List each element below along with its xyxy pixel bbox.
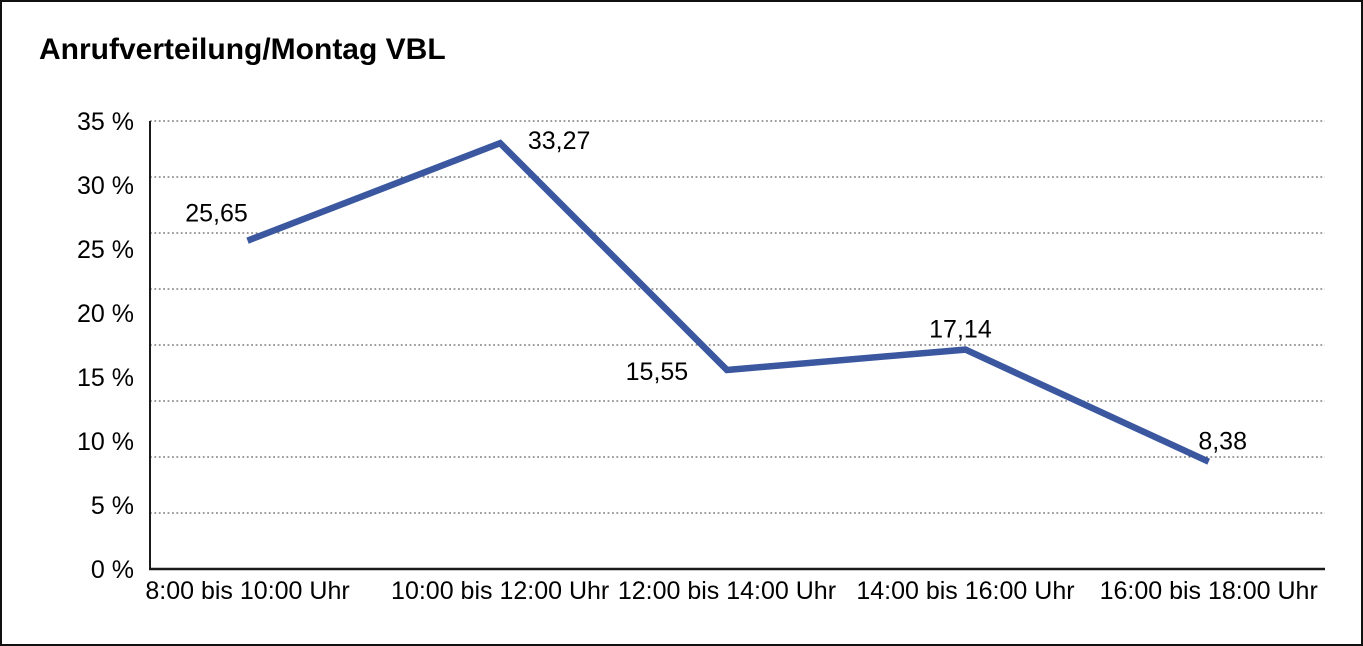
chart-title: Anrufverteilung/Montag VBL xyxy=(39,33,446,66)
data-label: 17,14 xyxy=(929,316,992,344)
x-tick-label: 14:00 bis 16:00 Uhr xyxy=(856,577,1074,605)
y-tick-label: 35 % xyxy=(77,108,134,136)
y-tick-label: 30 % xyxy=(77,172,134,200)
y-tick-label: 20 % xyxy=(77,300,134,328)
y-tick-label: 10 % xyxy=(77,428,134,456)
x-tick-label: 10:00 bis 12:00 Uhr xyxy=(391,577,609,605)
data-line xyxy=(246,139,1211,465)
y-tick-label: 15 % xyxy=(77,364,134,392)
y-tick-label: 5 % xyxy=(91,492,134,520)
y-tick-label: 25 % xyxy=(77,236,134,264)
x-tick-label: 16:00 bis 18:00 Uhr xyxy=(1100,577,1318,605)
x-tick-label: 8:00 bis 10:00 Uhr xyxy=(145,577,349,605)
y-tick-label: 0 % xyxy=(91,556,134,584)
data-label: 8,38 xyxy=(1198,428,1247,456)
x-tick-label: 12:00 bis 14:00 Uhr xyxy=(618,577,836,605)
data-label: 25,65 xyxy=(185,200,248,228)
data-label: 33,27 xyxy=(528,127,591,155)
data-label: 15,55 xyxy=(626,358,689,386)
